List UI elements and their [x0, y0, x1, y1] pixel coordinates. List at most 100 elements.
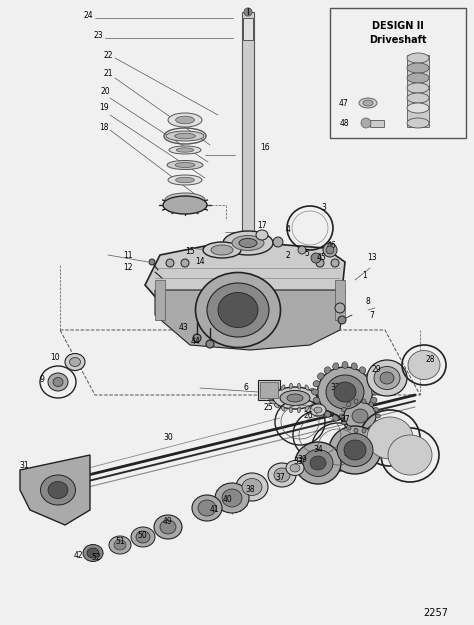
Ellipse shape — [362, 399, 366, 404]
Text: 34: 34 — [313, 446, 323, 454]
Ellipse shape — [268, 463, 296, 487]
Ellipse shape — [374, 421, 379, 424]
Text: 10: 10 — [50, 354, 60, 362]
Ellipse shape — [366, 373, 373, 379]
Text: 47: 47 — [339, 99, 349, 107]
Ellipse shape — [366, 405, 373, 411]
Text: 22: 22 — [103, 51, 113, 59]
Text: DESIGN II: DESIGN II — [372, 21, 424, 31]
Ellipse shape — [380, 372, 394, 384]
Ellipse shape — [333, 363, 339, 370]
Text: 20: 20 — [100, 86, 110, 96]
Ellipse shape — [305, 385, 309, 390]
Circle shape — [273, 237, 283, 247]
Text: 36: 36 — [310, 461, 320, 469]
Text: 32: 32 — [330, 384, 340, 392]
Ellipse shape — [359, 367, 366, 374]
Circle shape — [181, 259, 189, 267]
Text: 52: 52 — [91, 554, 101, 562]
Ellipse shape — [407, 63, 429, 73]
Ellipse shape — [311, 404, 316, 408]
Text: 21: 21 — [103, 69, 113, 78]
Text: 19: 19 — [99, 104, 109, 112]
Ellipse shape — [310, 456, 326, 470]
Ellipse shape — [388, 435, 432, 475]
Ellipse shape — [333, 414, 339, 421]
Ellipse shape — [363, 100, 373, 106]
Text: 43: 43 — [179, 324, 189, 332]
Ellipse shape — [337, 434, 373, 466]
Text: 7: 7 — [370, 311, 374, 321]
Text: 18: 18 — [99, 122, 109, 131]
Ellipse shape — [176, 177, 194, 182]
Text: 6: 6 — [244, 384, 248, 392]
Circle shape — [298, 246, 306, 254]
Text: 3: 3 — [321, 204, 327, 212]
Ellipse shape — [407, 83, 429, 93]
Ellipse shape — [315, 401, 320, 404]
Text: 11: 11 — [123, 251, 133, 259]
Circle shape — [361, 118, 371, 128]
Ellipse shape — [408, 351, 440, 379]
Text: 26: 26 — [303, 411, 313, 419]
Ellipse shape — [352, 409, 368, 423]
Circle shape — [166, 259, 174, 267]
Bar — [260, 382, 278, 398]
Ellipse shape — [314, 407, 322, 413]
Ellipse shape — [367, 417, 413, 459]
Text: 25: 25 — [263, 404, 273, 412]
Text: 29: 29 — [371, 366, 381, 374]
Text: 12: 12 — [123, 264, 133, 272]
Text: 40: 40 — [223, 496, 233, 504]
Ellipse shape — [313, 398, 320, 403]
Ellipse shape — [334, 382, 356, 402]
Text: 9: 9 — [39, 376, 45, 384]
Ellipse shape — [310, 404, 326, 416]
Ellipse shape — [168, 113, 202, 127]
Text: 44: 44 — [191, 338, 201, 346]
Ellipse shape — [367, 360, 407, 396]
Ellipse shape — [311, 389, 319, 395]
Ellipse shape — [87, 548, 99, 558]
Text: 2257: 2257 — [423, 608, 448, 618]
Ellipse shape — [316, 396, 322, 399]
Circle shape — [244, 8, 252, 16]
Ellipse shape — [176, 116, 194, 124]
Ellipse shape — [407, 73, 429, 83]
Bar — [407, 55, 429, 127]
Text: 13: 13 — [367, 254, 377, 262]
Ellipse shape — [198, 500, 216, 516]
Text: 42: 42 — [73, 551, 83, 559]
Ellipse shape — [207, 283, 269, 337]
Polygon shape — [155, 290, 345, 350]
Ellipse shape — [344, 402, 376, 430]
Ellipse shape — [342, 416, 348, 422]
Ellipse shape — [407, 53, 429, 63]
Ellipse shape — [176, 148, 194, 152]
Circle shape — [331, 259, 339, 267]
Ellipse shape — [274, 404, 279, 408]
Ellipse shape — [70, 357, 81, 366]
Ellipse shape — [318, 367, 373, 417]
Text: 27: 27 — [340, 416, 350, 424]
Text: 23: 23 — [93, 31, 103, 41]
Ellipse shape — [287, 394, 303, 402]
Ellipse shape — [223, 231, 273, 255]
Text: 1: 1 — [363, 271, 367, 279]
Ellipse shape — [370, 381, 377, 387]
Text: 14: 14 — [195, 258, 205, 266]
Ellipse shape — [298, 407, 301, 412]
Text: 49: 49 — [163, 518, 173, 526]
Ellipse shape — [273, 387, 317, 409]
Ellipse shape — [114, 540, 126, 550]
Circle shape — [149, 259, 155, 265]
Ellipse shape — [318, 405, 324, 411]
Ellipse shape — [48, 481, 68, 499]
Text: 28: 28 — [425, 356, 435, 364]
Bar — [258, 380, 280, 400]
Ellipse shape — [109, 536, 131, 554]
Text: Driveshaft: Driveshaft — [369, 35, 427, 45]
Ellipse shape — [374, 408, 379, 412]
Text: 5: 5 — [305, 249, 310, 258]
Text: 17: 17 — [257, 221, 267, 229]
